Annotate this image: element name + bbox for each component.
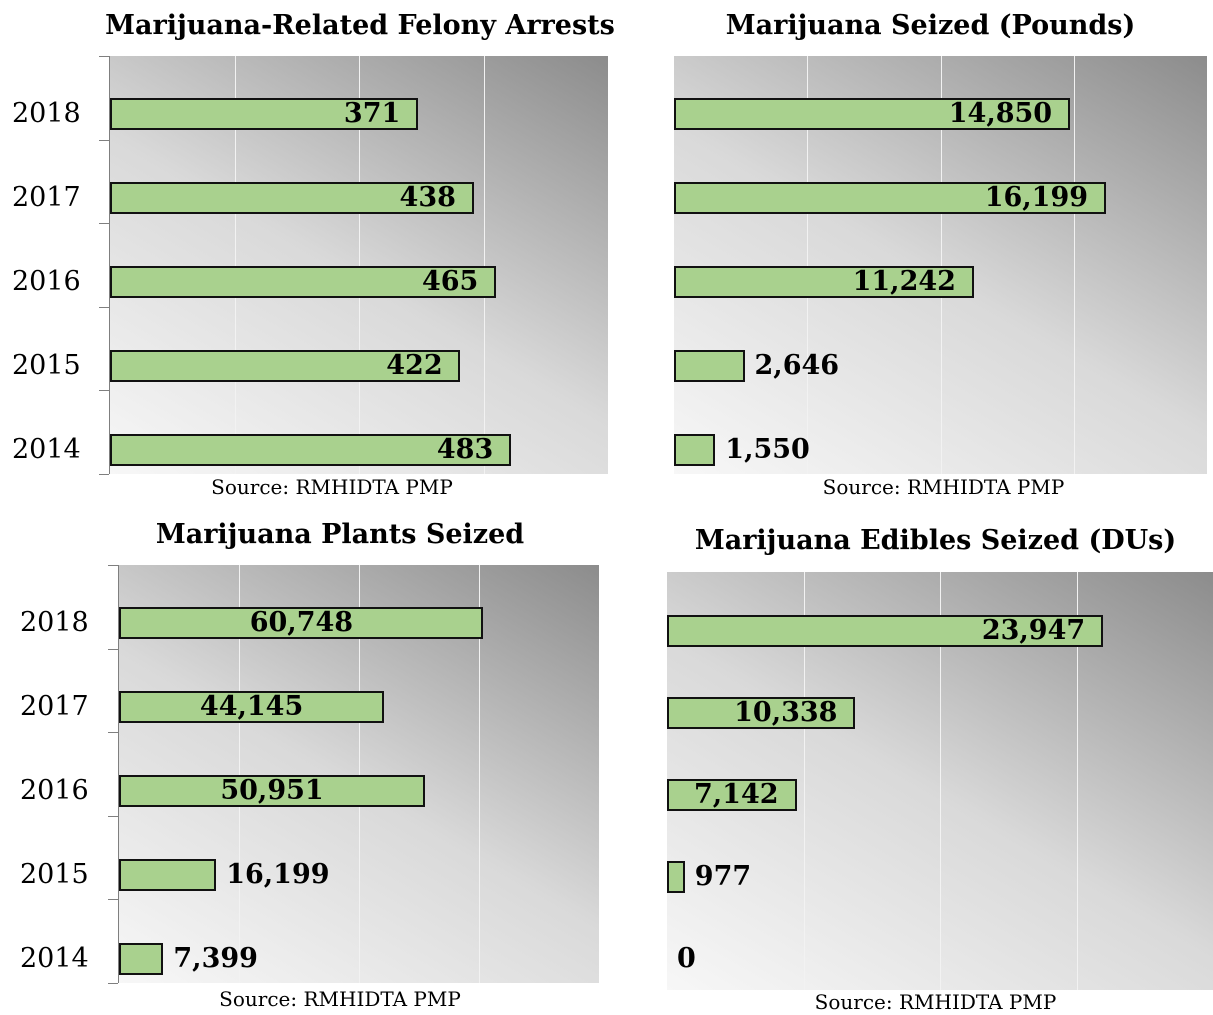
category-label: 2014 [12,434,81,465]
gridline [239,565,240,983]
data-label: 60,748 [249,607,354,638]
bar [119,607,484,639]
bar [110,434,511,466]
data-label: 10,338 [734,697,838,728]
bar [674,98,1070,130]
chart-marijuana-seized: Marijuana Seized (Pounds) Source: RMHIDT… [620,0,1213,505]
data-label: 7,142 [693,779,779,810]
axis-tick [108,815,118,817]
axis-tick [99,306,109,308]
data-label: 1,550 [725,434,810,465]
source-note: Source: RMHIDTA PMP [219,987,461,1011]
axis-tick [99,223,109,225]
axis-tick [108,899,118,901]
gridline [359,56,360,474]
data-label: 2,646 [754,350,840,381]
data-label: 465 [421,266,479,297]
source-note: Source: RMHIDTA PMP [822,475,1065,499]
chart-edibles-seized: Marijuana Edibles Seized (DUs) Source: R… [620,510,1213,1015]
bar [110,266,496,298]
data-label: 11,242 [852,266,956,297]
bar [119,691,384,723]
gridline [807,56,809,474]
chart-felony-arrests: Marijuana-Related Felony Arrests Source:… [0,0,620,505]
bar [674,266,974,298]
gridline [940,56,942,474]
bar [110,350,461,382]
data-label: 50,951 [220,775,324,806]
bar [119,775,425,807]
bar [667,615,1103,647]
axis-tick [108,983,118,984]
axis-tick [108,648,118,650]
category-label: 2016 [12,266,81,297]
axis-tick [108,565,118,566]
category-label: 2015 [20,859,89,890]
data-label: 23,947 [981,615,1086,646]
gridline [483,56,485,474]
category-label: 2018 [12,98,81,129]
category-label: 2016 [20,775,89,806]
gridline [234,56,236,474]
axis-tick [99,139,109,141]
bar [667,697,856,729]
data-label: 422 [386,350,443,381]
bar [667,779,797,811]
category-label: 2014 [20,943,89,974]
gridline [359,565,360,983]
category-axis [109,56,110,474]
data-label: 16,199 [984,182,1089,213]
axis-tick [99,390,109,392]
axis-tick [99,56,109,57]
chart-title: Marijuana Edibles Seized (DUs) [694,525,1177,556]
gridline [940,572,941,990]
gridline [1073,56,1075,474]
category-label: 2015 [12,350,81,381]
bar [110,182,474,214]
category-label: 2018 [20,607,89,638]
data-label: 14,850 [948,98,1053,129]
bar [674,434,716,466]
category-label: 2017 [20,691,89,722]
data-label: 16,199 [226,859,330,890]
bar [674,350,745,382]
axis-tick [99,474,109,475]
category-axis [118,565,119,983]
data-label: 483 [436,434,494,465]
data-label: 7,399 [173,943,258,974]
bar [667,861,685,893]
chart-title: Marijuana Plants Seized [155,519,525,550]
bar [119,943,164,975]
source-note: Source: RMHIDTA PMP [814,990,1057,1014]
data-label: 438 [399,182,456,213]
data-label: 977 [694,861,752,892]
source-note: Source: RMHIDTA PMP [211,475,453,499]
bar [110,98,418,130]
bar [674,182,1106,214]
gridline [803,572,805,990]
axis-tick [108,732,118,734]
bar [119,859,217,891]
data-label: 371 [343,98,401,129]
data-label: 0 [677,943,696,974]
gridline [1076,572,1078,990]
category-label: 2017 [12,182,81,213]
chart-title: Marijuana Seized (Pounds) [725,10,1136,41]
chart-plants-seized: Marijuana Plants Seized Source: RMHIDTA … [0,510,620,1015]
gridline [479,565,480,983]
data-label: 44,145 [199,691,304,722]
chart-title: Marijuana-Related Felony Arrests [105,10,615,41]
